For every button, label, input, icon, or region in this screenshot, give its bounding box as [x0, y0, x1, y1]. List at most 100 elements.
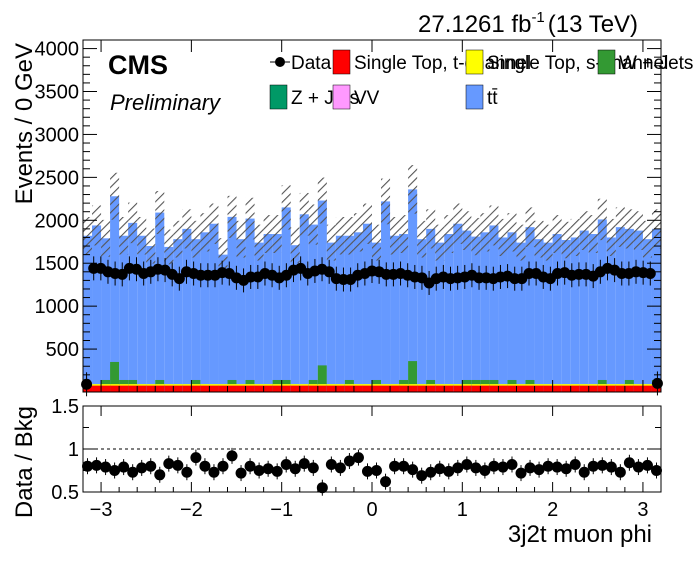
bar-single-top-t	[561, 385, 571, 392]
legend-label: VV	[354, 88, 380, 109]
bar-single-top-s	[200, 384, 210, 386]
ratio-point	[298, 458, 310, 470]
bar-single-top-s	[507, 384, 517, 386]
ratio-point	[82, 460, 94, 472]
bar-ttbar	[290, 245, 300, 392]
uncertainty-bin	[209, 203, 219, 244]
bar-single-top-s	[164, 384, 174, 386]
lumi-label: 27.1261 fb-1 (13 TeV)	[418, 9, 638, 38]
bar-ttbar	[155, 212, 165, 392]
uncertainty-bin	[489, 205, 499, 246]
uncertainty-bin	[245, 197, 255, 240]
bar-single-top-s	[245, 384, 255, 386]
bar-ttbar	[561, 240, 571, 392]
uncertainty-bin	[480, 213, 490, 252]
ratio-point	[632, 461, 644, 473]
bar-ttbar	[489, 225, 499, 392]
ratio-point	[578, 466, 590, 478]
x-axis-ticks: −3 −2 −1 0 1 2 3	[82, 406, 649, 521]
bar-single-top-t	[317, 385, 327, 392]
bar-ttbar	[362, 223, 372, 392]
ratio-point	[316, 482, 328, 494]
bar-ttbar	[381, 201, 391, 392]
legend-label: W + Jets	[619, 53, 693, 74]
ratio-point	[181, 466, 193, 478]
ratio-point	[172, 459, 184, 471]
bar-w-jets	[408, 361, 418, 392]
uncertainty-bin	[570, 218, 580, 257]
ratio-point	[325, 458, 337, 470]
bar-single-top-t	[471, 385, 481, 392]
uncertainty-bin	[597, 198, 607, 241]
bar-single-top-s	[317, 384, 327, 386]
bar-single-top-t	[164, 385, 174, 392]
uncertainty-bin	[299, 192, 309, 236]
bar-single-top-s	[308, 384, 318, 386]
bar-single-top-t	[191, 385, 201, 392]
bar-single-top-t	[570, 385, 580, 392]
x-tick-label: −2	[180, 499, 203, 521]
uncertainty-bin	[552, 215, 562, 253]
ratio-point	[551, 461, 563, 473]
bar-ttbar	[110, 196, 120, 392]
y-tick-label: 1500	[35, 253, 80, 275]
uncertainty-bin	[615, 207, 625, 247]
data-point	[173, 273, 185, 285]
bar-ttbar	[128, 222, 138, 392]
ratio-y-tick-label: 0.5	[51, 482, 79, 504]
uncertainty-bin	[516, 224, 526, 261]
uncertainty-bin	[390, 216, 400, 255]
ratio-point	[407, 464, 419, 476]
bar-single-top-s	[525, 384, 535, 386]
uncertainty-bin	[137, 216, 147, 255]
bar-single-top-s	[335, 384, 345, 386]
bar-single-top-s	[570, 384, 580, 386]
bar-ttbar	[164, 246, 174, 392]
y-tick-label: 1000	[35, 296, 80, 318]
uncertainty-bin	[353, 213, 363, 252]
bar-single-top-s	[588, 384, 598, 386]
ratio-point	[389, 460, 401, 472]
legend-label: Single Top, s-channel	[487, 53, 668, 74]
bar-single-top-t	[362, 385, 372, 392]
ratio-y-ticks: 0.5 1 1.5	[51, 396, 661, 504]
x-tick-label: 3	[637, 499, 648, 521]
bar-single-top-s	[489, 384, 499, 386]
data-point	[644, 268, 656, 280]
bar-ttbar	[353, 232, 363, 392]
bar-ttbar	[101, 238, 111, 392]
ratio-point	[398, 460, 410, 472]
bar-ttbar	[263, 234, 273, 392]
uncertainty-bin	[173, 220, 183, 258]
uncertainty-bin	[408, 165, 418, 214]
bar-ttbar	[534, 239, 544, 392]
bar-single-top-t	[516, 385, 526, 392]
y-tick-label: 3500	[35, 82, 80, 104]
uncertainty-bin	[308, 204, 318, 245]
bar-single-top-s	[92, 384, 102, 386]
bar-single-top-s	[615, 384, 625, 386]
bar-ttbar	[453, 223, 463, 392]
uncertainty-bin	[326, 224, 336, 261]
ratio-point	[461, 458, 473, 470]
uncertainty-bin	[218, 238, 228, 272]
bar-single-top-s	[408, 384, 418, 386]
bar-single-top-t	[155, 385, 165, 392]
ratio-point	[488, 460, 500, 472]
bar-single-top-t	[435, 385, 445, 392]
legend-swatch	[597, 49, 616, 75]
legend-swatch	[465, 49, 484, 75]
bar-single-top-s	[299, 384, 309, 386]
bar-w-jets	[317, 365, 327, 392]
bar-ttbar	[543, 242, 553, 392]
bar-single-top-s	[444, 384, 454, 386]
bar-single-top-s	[534, 384, 544, 386]
uncertainty-bin	[426, 209, 436, 249]
bar-single-top-s	[137, 384, 147, 386]
uncertainty-bin	[182, 209, 192, 249]
x-tick-label: 1	[457, 499, 468, 521]
uncertainty-bin	[263, 215, 273, 253]
bar-single-top-t	[507, 385, 517, 392]
bar-ttbar	[372, 242, 382, 392]
ratio-y-tick-label: 1.5	[51, 396, 79, 418]
